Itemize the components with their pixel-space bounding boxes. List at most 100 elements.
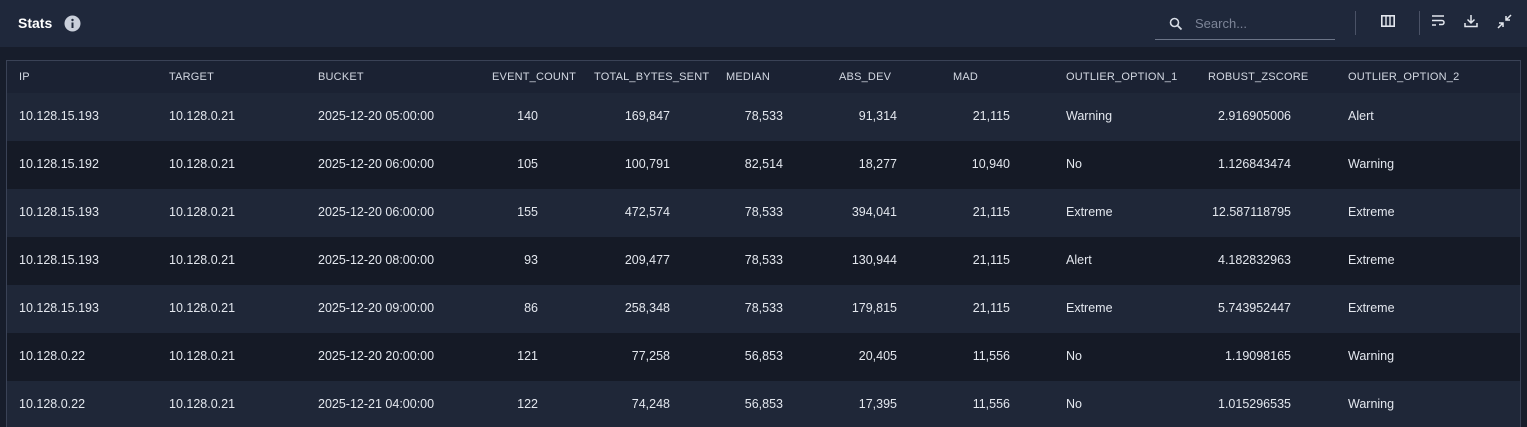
column-header: OUTLIER_OPTION_2: [1348, 71, 1460, 83]
table-cell: 122: [517, 397, 538, 411]
table-cell: 10.128.15.192: [19, 157, 99, 171]
table-cell: 78,533: [744, 205, 783, 219]
table-cell: Extreme: [1066, 205, 1113, 219]
table-cell: 2025-12-20 20:00:00: [318, 349, 435, 363]
column-header: TARGET: [169, 71, 214, 83]
table-cell: 78,533: [744, 253, 783, 267]
table-cell: 21,115: [972, 253, 1010, 267]
table-cell: 10.128.0.22: [19, 397, 86, 411]
table-cell: Warning: [1348, 349, 1395, 363]
wrap-button[interactable]: [1431, 14, 1446, 28]
table-cell: 4.182832963: [1218, 253, 1291, 267]
column-header: ABS_DEV: [839, 71, 892, 83]
table-cell: Extreme: [1348, 253, 1395, 267]
table-cell: 11,556: [972, 349, 1010, 363]
table-cell: 10.128.0.21: [169, 253, 236, 267]
table-cell: 21,115: [972, 301, 1010, 315]
table-cell: 105: [517, 157, 538, 171]
table-row: 10.128.15.193 10.128.0.21 2025-12-20 08:00…: [7, 237, 1520, 285]
table-cell: Alert: [1066, 253, 1092, 267]
table-cell: 130,944: [851, 253, 897, 267]
table-cell: 86: [524, 301, 538, 315]
column-header: MEDIAN: [726, 71, 770, 83]
column-header: TOTAL_BYTES_SENT: [594, 71, 710, 83]
table-cell: 17,395: [858, 397, 897, 411]
table-cell: 5.743952447: [1218, 301, 1291, 315]
table-cell: 394,041: [851, 205, 897, 219]
column-header: ROBUST_ZSCORE: [1208, 71, 1309, 83]
table-cell: 82,514: [744, 157, 783, 171]
table-cell: 10.128.15.193: [19, 253, 99, 267]
table-cell: 179,815: [851, 301, 897, 315]
table-cell: 140: [517, 109, 538, 123]
column-header: EVENT_COUNT: [492, 71, 577, 83]
table-cell: 121: [517, 349, 538, 363]
column-header: BUCKET: [318, 71, 364, 83]
panel-header: Stats Search...: [0, 0, 1527, 47]
table-cell: Extreme: [1066, 301, 1113, 315]
table-cell: 77,258: [631, 349, 670, 363]
separator: [1419, 11, 1420, 35]
table-row: 10.128.15.192 10.128.0.21 2025-12-20 06:00…: [7, 141, 1520, 189]
table-row: 10.128.15.193 10.128.0.21 2025-12-20 05:00…: [7, 93, 1520, 141]
table-cell: 2025-12-20 09:00:00: [318, 301, 435, 315]
info-icon[interactable]: [64, 15, 81, 32]
table-cell: 78,533: [744, 109, 783, 123]
table-cell: 10.128.15.193: [19, 109, 99, 123]
table-cell: 18,277: [858, 157, 897, 171]
table-cell: 258,348: [624, 301, 670, 315]
table-cell: 2.916905006: [1218, 109, 1291, 123]
column-header: IP: [19, 71, 30, 83]
column-header: OUTLIER_OPTION_1: [1066, 71, 1178, 83]
search-box[interactable]: Search...: [1155, 10, 1335, 40]
table-cell: 56,853: [744, 397, 783, 411]
table-cell: 1.126843474: [1218, 157, 1291, 171]
table-cell: 10,940: [971, 157, 1010, 171]
table-cell: 10.128.0.21: [169, 157, 236, 171]
table-cell: 2025-12-20 06:00:00: [318, 205, 435, 219]
table-cell: 209,477: [624, 253, 670, 267]
table-cell: 21,115: [972, 205, 1010, 219]
table-cell: 91,314: [858, 109, 897, 123]
data-table: IP TARGET BUCKET EVENT_COUNT TOTAL_BYTES_SEN…: [6, 60, 1521, 427]
search-icon: [1169, 17, 1183, 31]
table-cell: Extreme: [1348, 301, 1395, 315]
separator: [1355, 11, 1356, 35]
table-cell: 2025-12-20 06:00:00: [318, 157, 435, 171]
table-cell: 2025-12-21 04:00:00: [318, 397, 435, 411]
table-cell: Alert: [1348, 109, 1374, 123]
table-cell: 12.587118795: [1211, 205, 1291, 219]
collapse-button[interactable]: [1497, 14, 1512, 29]
table-cell: Warning: [1066, 109, 1113, 123]
table-cell: 74,248: [631, 397, 670, 411]
table-cell: No: [1066, 157, 1082, 171]
table-cell: 10.128.0.21: [169, 301, 236, 315]
table-cell: Warning: [1348, 157, 1395, 171]
table-row: 10.128.0.22 10.128.0.21 2025-12-21 04:00:0…: [7, 381, 1520, 427]
table-cell: 472,574: [624, 205, 670, 219]
table-cell: 155: [517, 205, 538, 219]
table-cell: 10.128.0.21: [169, 109, 236, 123]
search-placeholder: Search...: [1195, 16, 1248, 31]
columns-button[interactable]: [1381, 14, 1395, 28]
table-cell: 10.128.15.193: [19, 205, 99, 219]
table-cell: 2025-12-20 08:00:00: [318, 253, 435, 267]
table-cell: No: [1066, 397, 1082, 411]
table-cell: 2025-12-20 05:00:00: [318, 109, 435, 123]
table-cell: 10.128.0.22: [19, 349, 86, 363]
table-row: 10.128.15.193 10.128.0.21 2025-12-20 09:00…: [7, 285, 1520, 333]
panel-title: Stats: [18, 15, 53, 31]
table-cell: Warning: [1348, 397, 1395, 411]
table-cell: 21,115: [972, 109, 1010, 123]
table-row: 10.128.15.193 10.128.0.21 2025-12-20 06:00…: [7, 189, 1520, 237]
download-button[interactable]: [1464, 14, 1478, 28]
table-row: 10.128.0.22 10.128.0.21 2025-12-20 20:00:0…: [7, 333, 1520, 381]
table-cell: 56,853: [744, 349, 783, 363]
table-cell: 1.015296535: [1218, 397, 1291, 411]
table-cell: 10.128.0.21: [169, 205, 236, 219]
table-cell: 78,533: [744, 301, 783, 315]
table-cell: 10.128.15.193: [19, 301, 99, 315]
table-cell: 1.19098165: [1224, 349, 1291, 363]
table-cell: 169,847: [624, 109, 670, 123]
table-cell: No: [1066, 349, 1082, 363]
